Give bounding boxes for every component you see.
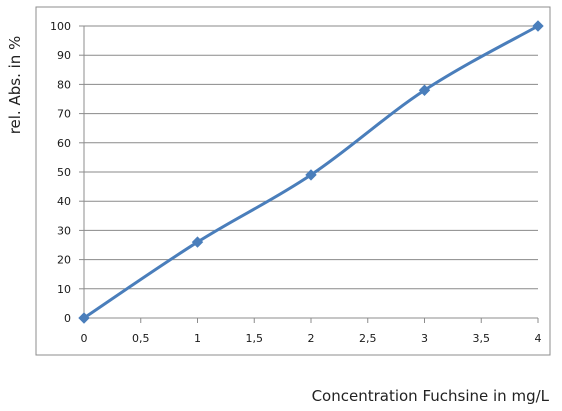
y-tick-label-60: 60	[57, 137, 71, 150]
y-tick-label-0: 0	[64, 312, 71, 325]
x-tick-label-3,5: 3,5	[473, 332, 491, 345]
y-axis-title: rel. Abs. in %	[6, 36, 24, 135]
y-tick-label-20: 20	[57, 254, 71, 267]
data-point-1	[191, 236, 204, 248]
y-axis-ticks: 0 10 20 30 40 50 60 70 80 90 100	[50, 20, 84, 325]
plot-frame	[35, 6, 551, 356]
x-tick-label-2,5: 2,5	[359, 332, 377, 345]
x-tick-label-1: 1	[194, 332, 201, 345]
x-axis-title: Concentration Fuchsine in mg/L	[312, 387, 550, 405]
x-tick-label-1,5: 1,5	[246, 332, 264, 345]
y-tick-label-10: 10	[57, 283, 71, 296]
series-layer	[78, 20, 544, 324]
x-tick-label-3: 3	[421, 332, 428, 345]
x-tick-label-2: 2	[308, 332, 315, 345]
y-tick-label-100: 100	[50, 20, 71, 33]
data-point-4	[532, 20, 544, 32]
y-tick-label-90: 90	[57, 49, 71, 62]
data-point-3	[418, 84, 431, 96]
y-tick-label-70: 70	[57, 108, 71, 121]
data-point-0	[78, 312, 90, 324]
y-tick-label-30: 30	[57, 224, 71, 237]
y-tick-label-40: 40	[57, 195, 71, 208]
y-tick-label-80: 80	[57, 78, 71, 91]
data-point-2	[305, 169, 317, 181]
y-tick-label-50: 50	[57, 166, 71, 179]
x-tick-label-4: 4	[535, 332, 542, 345]
x-tick-label-0: 0	[81, 332, 88, 345]
x-tick-label-0,5: 0,5	[132, 332, 150, 345]
